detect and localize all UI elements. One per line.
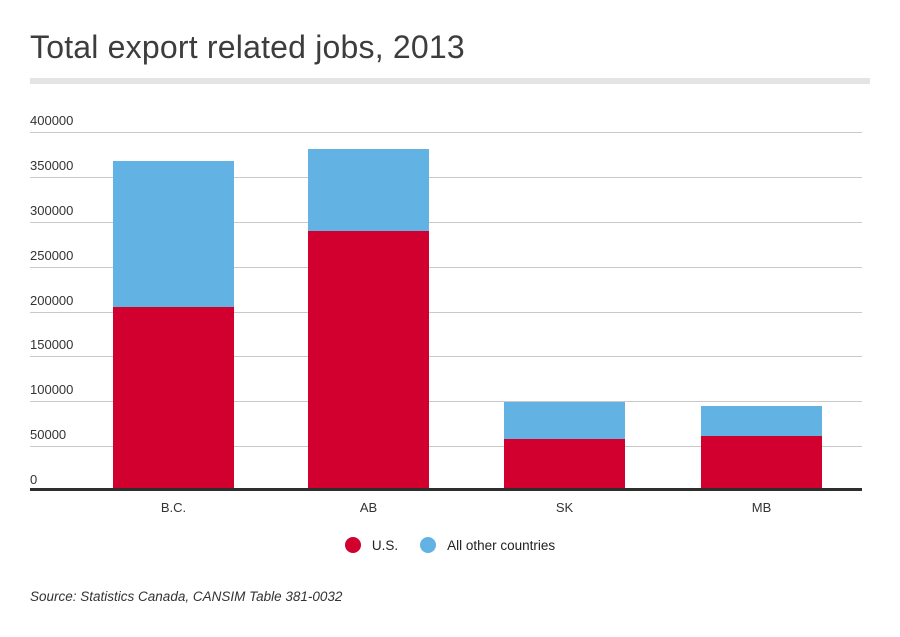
bar-segment-us bbox=[113, 307, 234, 491]
bar-group bbox=[113, 161, 234, 491]
y-tick-label: 200000 bbox=[30, 292, 74, 308]
bar-segment-us bbox=[504, 439, 625, 491]
gridline bbox=[30, 446, 862, 448]
legend-label: All other countries bbox=[447, 537, 556, 553]
gridline bbox=[30, 401, 862, 403]
y-tick-label: 150000 bbox=[30, 337, 74, 353]
title-underline bbox=[30, 78, 870, 84]
legend-item: U.S. bbox=[344, 537, 399, 553]
bar-group bbox=[701, 406, 822, 491]
bar-segment-us bbox=[308, 231, 429, 491]
y-tick-label: 100000 bbox=[30, 382, 74, 398]
y-tick-label: 300000 bbox=[30, 202, 74, 218]
bar-segment-us bbox=[701, 436, 822, 491]
x-tick-label: SK bbox=[555, 500, 574, 515]
x-tick-label: MB bbox=[751, 500, 772, 515]
legend: U.S. All other countries bbox=[0, 537, 900, 553]
gridline bbox=[30, 266, 862, 268]
y-tick-label: 350000 bbox=[30, 157, 74, 173]
chart-title: Total export related jobs, 2013 bbox=[30, 29, 465, 65]
gridline bbox=[30, 221, 862, 223]
bar-segment-other-countries bbox=[308, 149, 429, 231]
y-tick-label: 400000 bbox=[30, 113, 74, 128]
legend-swatch-icon bbox=[420, 537, 437, 553]
gridline bbox=[30, 132, 862, 133]
gridline bbox=[30, 311, 862, 313]
gridline bbox=[30, 176, 862, 178]
x-axis-line bbox=[30, 488, 862, 491]
bar-segment-other-countries bbox=[113, 161, 234, 307]
plot-area: 0 50000 100000 150000 200000 250000 300000 3500… bbox=[30, 114, 862, 515]
y-tick-label: 50000 bbox=[30, 427, 67, 443]
x-tick-label: AB bbox=[359, 500, 378, 515]
y-tick-label: 0 bbox=[30, 472, 38, 487]
legend-item: All other countries bbox=[420, 537, 555, 553]
bar-group bbox=[504, 402, 625, 491]
legend-label: U.S. bbox=[371, 537, 399, 553]
gridline bbox=[30, 356, 862, 358]
bar-segment-other-countries bbox=[504, 402, 625, 439]
y-tick-label: 250000 bbox=[30, 247, 74, 263]
x-tick-label: B.C. bbox=[160, 500, 187, 515]
legend-swatch-icon bbox=[344, 537, 361, 553]
bar-group bbox=[308, 149, 429, 491]
source-note: Source: Statistics Canada, CANSIM Table … bbox=[30, 589, 343, 604]
bar-segment-other-countries bbox=[701, 406, 822, 436]
